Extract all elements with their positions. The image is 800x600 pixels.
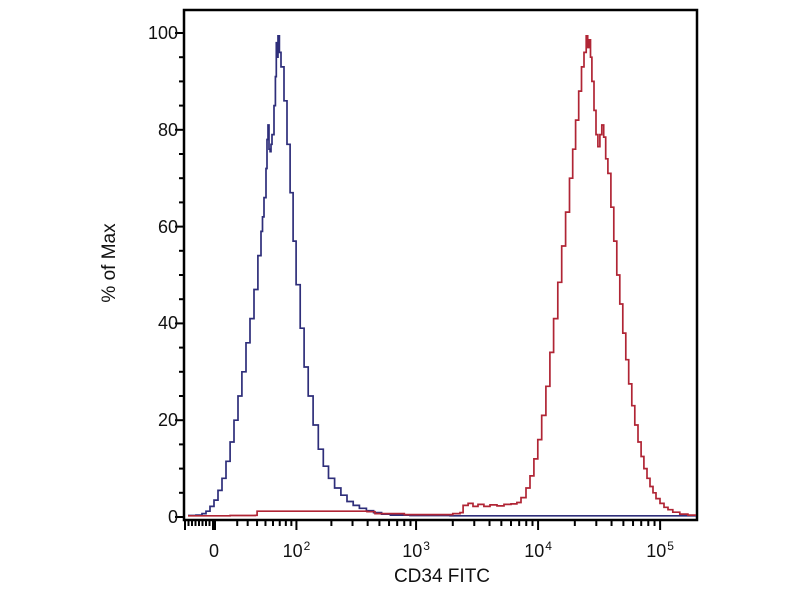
x-tick-exponent: 2 [303, 539, 311, 553]
blue-curve [188, 35, 696, 517]
x-tick-base: 10 [646, 541, 667, 561]
red-curve [188, 35, 696, 517]
x-tick-label: 102 [261, 539, 331, 564]
x-tick-base: 10 [524, 541, 545, 561]
x-tick-exponent: 5 [667, 539, 674, 553]
x-tick-label: 104 [503, 539, 573, 564]
x-tick-label: 103 [381, 539, 451, 564]
y-axis-title: % of Max [99, 223, 120, 303]
x-tick-base: 10 [402, 541, 423, 561]
x-tick-exponent: 4 [545, 539, 552, 553]
y-tick-label: 40 [157, 313, 178, 334]
y-tick-label: 20 [157, 410, 178, 431]
x-tick-base: 0 [208, 541, 219, 561]
y-tick-label: 80 [157, 119, 178, 140]
x-axis-title: CD34 FITC [393, 566, 491, 587]
y-tick-label: 60 [157, 216, 178, 237]
plot-frame [182, 8, 699, 522]
x-tick-base: 10 [282, 541, 303, 561]
x-tick-label: 0 [179, 540, 249, 562]
x-tick-label: 105 [625, 539, 695, 564]
y-tick-label: 0 [167, 507, 178, 527]
y-tick-label: 100 [147, 23, 178, 43]
x-tick-exponent: 3 [423, 539, 430, 553]
